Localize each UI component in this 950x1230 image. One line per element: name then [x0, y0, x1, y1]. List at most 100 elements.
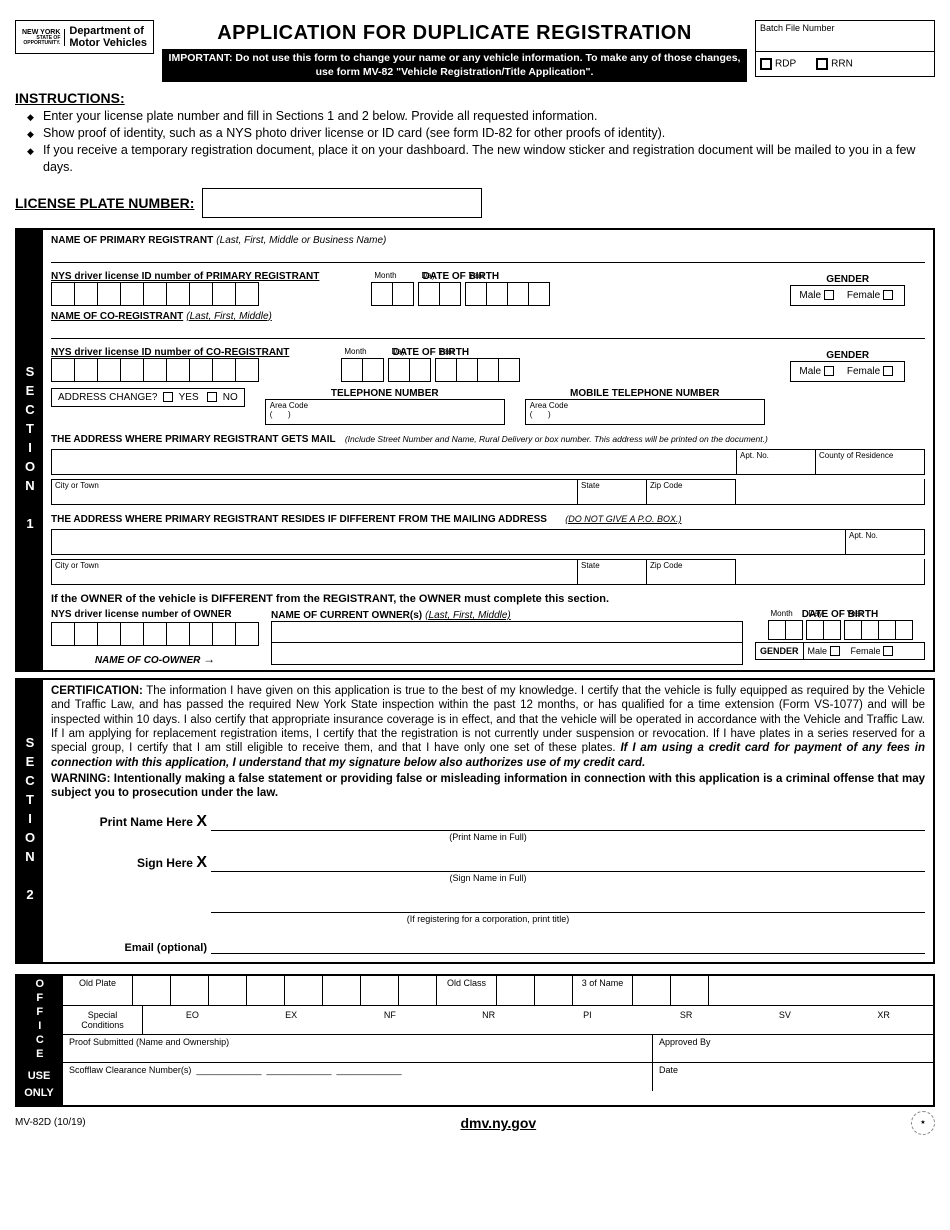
logo: NEW YORK STATE OF OPPORTUNITY. Departmen… [15, 20, 154, 54]
mail-addr-label: THE ADDRESS WHERE PRIMARY REGISTRANT GET… [51, 434, 336, 445]
code-sr: SR [637, 1006, 736, 1034]
logo-state3: OPPORTUNITY. [22, 41, 60, 46]
section-1-label: SECTION 1 [17, 230, 43, 670]
footer: MV-82D (10/19) dmv.ny.gov ★ [15, 1111, 935, 1135]
footer-url: dmv.ny.gov [460, 1115, 536, 1131]
rdp-option[interactable]: RDP [760, 58, 796, 70]
mobile-label: MOBILE TELEPHONE NUMBER [525, 388, 765, 399]
email-input[interactable] [211, 936, 925, 954]
print-name-under: (Print Name in Full) [51, 832, 925, 842]
primary-name-input[interactable] [51, 247, 925, 263]
rrn-option[interactable]: RRN [816, 58, 853, 70]
co-female[interactable]: Female [847, 366, 896, 377]
code-sv: SV [736, 1006, 835, 1034]
code-pi: PI [538, 1006, 637, 1034]
plate-input[interactable] [202, 188, 482, 218]
co-dob-input[interactable]: Month Day Year [341, 358, 520, 382]
logo-dept1: Department of [69, 25, 147, 37]
print-name-label: Print Name Here X [51, 813, 211, 831]
office-row-special: Special Conditions EO EX NF NR PI SR SV … [63, 1006, 933, 1035]
office-section: OFFICE USE ONLY Old Plate Old Class 3 of… [15, 974, 935, 1107]
owner-diff-label: If the OWNER of the vehicle is DIFFERENT… [51, 593, 925, 605]
co-name-input[interactable] [51, 323, 925, 339]
owner-dob-input[interactable]: Month Day Year [755, 620, 925, 640]
co-male[interactable]: Male [799, 366, 836, 377]
no-po-hint: (DO NOT GIVE A P.O. BOX.) [565, 514, 681, 524]
state-seal-icon: ★ [911, 1111, 935, 1135]
important-box: IMPORTANT: Do not use this form to chang… [162, 49, 747, 82]
coowner-name-input[interactable] [271, 643, 743, 665]
primary-dob-input[interactable]: Month Day Year [371, 282, 550, 306]
dob-label: DATE OF BIRTH [371, 271, 550, 282]
owner-name-input[interactable] [271, 621, 743, 643]
corp-title-input[interactable] [211, 895, 925, 913]
instruction-item: Enter your license plate number and fill… [43, 108, 935, 125]
owner-male[interactable]: Male [804, 643, 847, 660]
office-row-scofflaw: Scofflaw Clearance Number(s) ___________… [63, 1063, 933, 1091]
primary-name-label: NAME OF PRIMARY REGISTRANT [51, 235, 213, 246]
coowner-label: NAME OF CO-OWNER → [51, 652, 259, 666]
instructions-heading: INSTRUCTIONS: [15, 90, 935, 106]
section-2: SECTION 2 CERTIFICATION: The information… [15, 678, 935, 964]
owner-name-label: NAME OF CURRENT OWNER(s) [271, 610, 422, 621]
tel-label: TELEPHONE NUMBER [265, 388, 505, 399]
co-id-input[interactable] [51, 358, 289, 382]
form-id: MV-82D (10/19) [15, 1117, 86, 1128]
header-row: NEW YORK STATE OF OPPORTUNITY. Departmen… [15, 20, 935, 82]
code-eo: EO [143, 1006, 242, 1034]
batch-label: Batch File Number [756, 21, 934, 52]
mobile-input[interactable]: Area Code( ) [525, 399, 765, 425]
code-nf: NF [341, 1006, 440, 1034]
mail-addr-input[interactable]: Apt. No. County of Residence [51, 449, 925, 475]
print-name-input[interactable] [211, 813, 925, 831]
co-gender-label: GENDER [790, 350, 905, 361]
certification-text: CERTIFICATION: The information I have gi… [51, 684, 925, 770]
owner-gender-label: GENDER [756, 643, 804, 660]
addr-change-yes[interactable]: YES [163, 392, 199, 403]
owner-female[interactable]: Female [847, 643, 901, 660]
address-change: ADDRESS CHANGE? YES NO [51, 388, 245, 407]
owner-name-hint: (Last, First, Middle) [425, 610, 511, 621]
code-ex: EX [242, 1006, 341, 1034]
res-city-row[interactable]: City or Town State Zip Code [51, 559, 925, 585]
co-dob-label: DATE OF BIRTH [341, 347, 520, 358]
primary-name-hint: (Last, First, Middle or Business Name) [216, 235, 386, 246]
sign-here-label: Sign Here X [51, 854, 211, 872]
office-row-plate: Old Plate Old Class 3 of Name [63, 976, 933, 1006]
instruction-item: If you receive a temporary registration … [43, 142, 935, 176]
tel-input[interactable]: Area Code( ) [265, 399, 505, 425]
primary-id-input[interactable] [51, 282, 319, 306]
res-addr-label: THE ADDRESS WHERE PRIMARY REGISTRANT RES… [51, 514, 547, 525]
office-label: OFFICE USE ONLY [15, 974, 63, 1107]
addr-change-no[interactable]: NO [207, 392, 238, 403]
section-1: SECTION 1 NAME OF PRIMARY REGISTRANT (La… [15, 228, 935, 672]
warning-text: WARNING: Intentionally making a false st… [51, 772, 925, 801]
code-xr: XR [834, 1006, 933, 1034]
sign-here-input[interactable] [211, 854, 925, 872]
gender-label: GENDER [790, 274, 905, 285]
plate-label: LICENSE PLATE NUMBER: [15, 195, 194, 211]
instructions-list: Enter your license plate number and fill… [15, 108, 935, 176]
main-title: APPLICATION FOR DUPLICATE REGISTRATION [162, 20, 747, 49]
mail-addr-hint: (Include Street Number and Name, Rural D… [345, 434, 768, 444]
res-addr-input[interactable]: Apt. No. [51, 529, 925, 555]
batch-box: Batch File Number RDP RRN [755, 20, 935, 77]
logo-dept2: Motor Vehicles [69, 37, 147, 49]
corp-under: (If registering for a corporation, print… [51, 914, 925, 924]
owner-id-label: NYS driver license number of OWNER [51, 609, 259, 620]
sign-under: (Sign Name in Full) [51, 873, 925, 883]
owner-id-input[interactable] [51, 622, 259, 646]
code-nr: NR [439, 1006, 538, 1034]
office-row-proof: Proof Submitted (Name and Ownership) App… [63, 1035, 933, 1063]
plate-row: LICENSE PLATE NUMBER: [15, 188, 935, 218]
email-label: Email (optional) [51, 942, 211, 954]
co-name-hint: (Last, First, Middle) [186, 311, 272, 322]
co-name-label: NAME OF CO-REGISTRANT [51, 311, 183, 322]
co-id-label: NYS driver license ID number of CO-REGIS… [51, 347, 289, 358]
primary-male[interactable]: Male [799, 290, 836, 301]
section-2-label: SECTION 2 [17, 680, 43, 962]
primary-female[interactable]: Female [847, 290, 896, 301]
mail-city-row[interactable]: City or Town State Zip Code [51, 479, 925, 505]
primary-id-label: NYS driver license ID number of PRIMARY … [51, 271, 319, 282]
instruction-item: Show proof of identity, such as a NYS ph… [43, 125, 935, 142]
